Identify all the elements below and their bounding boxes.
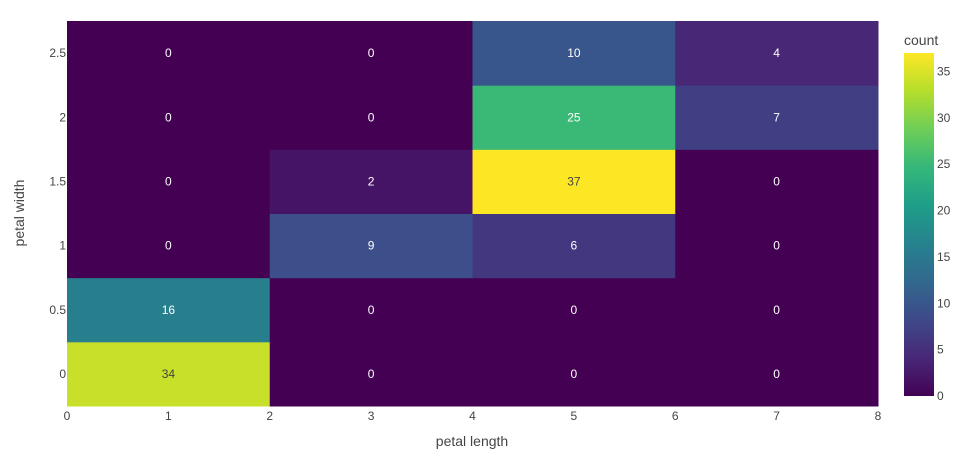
heatmap-cell-value: 7 bbox=[773, 110, 780, 124]
heatmap-cell-value: 0 bbox=[368, 303, 375, 317]
heatmap-cell-value: 10 bbox=[567, 46, 581, 60]
heatmap-cell[interactable] bbox=[675, 213, 879, 279]
heatmap-cell-value: 0 bbox=[165, 239, 172, 253]
heatmap-cell-value: 37 bbox=[567, 174, 581, 188]
heatmap-cell-value: 9 bbox=[368, 239, 375, 253]
colorbar-tick-label: 30 bbox=[937, 111, 951, 125]
y-tick-label: 1 bbox=[59, 239, 66, 253]
heatmap-cell-value: 0 bbox=[165, 46, 172, 60]
colorbar-title: count bbox=[904, 32, 938, 48]
colorbar-tick-label: 25 bbox=[937, 157, 951, 171]
y-tick-label: 1.5 bbox=[49, 174, 66, 188]
heatmap-cell-value: 4 bbox=[773, 46, 780, 60]
colorbar-tick-label: 35 bbox=[937, 65, 951, 79]
x-tick-label: 6 bbox=[672, 409, 679, 423]
y-tick-label: 2 bbox=[59, 110, 66, 124]
heatmap-cell[interactable] bbox=[67, 341, 271, 407]
y-tick-label: 0 bbox=[59, 367, 66, 381]
x-tick-label: 2 bbox=[266, 409, 273, 423]
heatmap-cell[interactable] bbox=[269, 21, 473, 86]
heatmap-cell[interactable] bbox=[67, 277, 271, 343]
colorbar: count 0 5 10 15 20 25 30 35 bbox=[904, 32, 951, 403]
y-tick-label: 0.5 bbox=[49, 303, 66, 317]
heatmap-cell[interactable] bbox=[472, 149, 676, 214]
heatmap-cell-value: 0 bbox=[571, 367, 578, 381]
heatmap-cell-value: 0 bbox=[165, 174, 172, 188]
colorbar-gradient bbox=[904, 53, 934, 396]
y-axis-ticks: 0 0.5 1 1.5 2 2.5 bbox=[49, 46, 66, 381]
heatmap-cell-value: 0 bbox=[773, 303, 780, 317]
heatmap-cell-value: 0 bbox=[368, 367, 375, 381]
x-tick-label: 4 bbox=[469, 409, 476, 423]
heatmap-cell-value: 25 bbox=[567, 110, 581, 124]
colorbar-ticks: 0 5 10 15 20 25 30 35 bbox=[937, 65, 951, 403]
colorbar-tick-label: 0 bbox=[937, 389, 944, 403]
heatmap-cell-value: 0 bbox=[571, 303, 578, 317]
heatmap-cell[interactable] bbox=[472, 213, 676, 279]
heatmap-cell[interactable] bbox=[675, 149, 879, 214]
heatmap-cell[interactable] bbox=[472, 341, 676, 407]
colorbar-tick-label: 10 bbox=[937, 296, 951, 310]
heatmap-cell-value: 0 bbox=[368, 110, 375, 124]
heatmap-cell[interactable] bbox=[67, 85, 271, 150]
x-tick-label: 3 bbox=[368, 409, 375, 423]
heatmap-cell[interactable] bbox=[67, 213, 271, 279]
heatmap-cell[interactable] bbox=[472, 21, 676, 86]
heatmap-cell[interactable] bbox=[675, 85, 879, 150]
heatmap-cell-value: 0 bbox=[773, 239, 780, 253]
x-tick-label: 0 bbox=[64, 409, 71, 423]
heatmap-cell-value: 0 bbox=[773, 367, 780, 381]
y-axis-title: petal width bbox=[11, 180, 27, 247]
heatmap-cell[interactable] bbox=[269, 149, 473, 214]
heatmap-cell[interactable] bbox=[269, 85, 473, 150]
heatmap-cell-value: 0 bbox=[773, 174, 780, 188]
colorbar-tick-label: 20 bbox=[937, 204, 951, 218]
x-axis-title: petal length bbox=[436, 433, 508, 449]
heatmap-cell[interactable] bbox=[67, 21, 271, 86]
heatmap-cell-value: 16 bbox=[162, 303, 176, 317]
heatmap-cell-value: 34 bbox=[162, 367, 176, 381]
heatmap-cell[interactable] bbox=[472, 277, 676, 343]
heatmap-cells bbox=[67, 21, 879, 407]
x-tick-label: 5 bbox=[571, 409, 578, 423]
x-axis-ticks: 0 1 2 3 4 5 6 7 8 bbox=[64, 409, 882, 423]
colorbar-tick-label: 5 bbox=[937, 343, 944, 357]
heatmap-cell[interactable] bbox=[472, 85, 676, 150]
x-tick-label: 1 bbox=[165, 409, 172, 423]
heatmap-cell[interactable] bbox=[269, 277, 473, 343]
heatmap-cell-value: 0 bbox=[165, 110, 172, 124]
heatmap-cell-value: 0 bbox=[368, 46, 375, 60]
heatmap-cell[interactable] bbox=[675, 277, 879, 343]
colorbar-tick-label: 15 bbox=[937, 250, 951, 264]
y-tick-label: 2.5 bbox=[49, 46, 66, 60]
heatmap-cell[interactable] bbox=[269, 341, 473, 407]
x-tick-label: 7 bbox=[773, 409, 780, 423]
heatmap-cell-value: 6 bbox=[571, 239, 578, 253]
heatmap-cell[interactable] bbox=[675, 341, 879, 407]
heatmap-cell[interactable] bbox=[67, 149, 271, 214]
x-tick-label: 8 bbox=[875, 409, 882, 423]
heatmap-cell[interactable] bbox=[675, 21, 879, 86]
heatmap-cell-value: 2 bbox=[368, 174, 375, 188]
heatmap-cell-labels: 34 0 0 0 16 0 0 0 0 9 6 0 0 2 37 0 0 0 25 7 0 0 10 4 bbox=[162, 46, 781, 381]
heatmap-cell[interactable] bbox=[269, 213, 473, 279]
